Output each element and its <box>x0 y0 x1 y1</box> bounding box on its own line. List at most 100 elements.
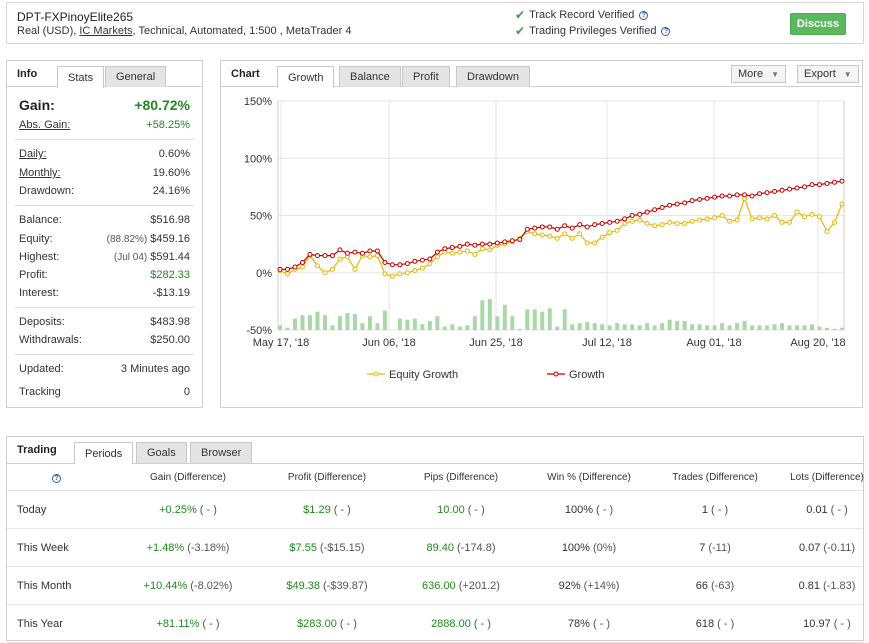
more-dropdown[interactable]: More ▼ <box>731 65 786 83</box>
tab-periods[interactable]: Periods <box>74 442 134 464</box>
equity-growth-line <box>279 196 843 277</box>
chevron-down-icon: ▼ <box>843 69 852 79</box>
growth-point <box>787 186 793 192</box>
volume-bar <box>667 319 672 330</box>
broker-link[interactable]: IC Markets <box>79 25 133 37</box>
discuss-button[interactable]: Discuss <box>790 13 846 35</box>
volume-bar <box>330 325 335 330</box>
growth-point <box>307 251 313 257</box>
equity-row: Equity: (88.82%) $459.16 <box>19 233 190 245</box>
equity-growth-point <box>397 271 403 277</box>
growth-point <box>322 253 328 259</box>
cell-lots: 0.07 (-0.11) <box>798 542 855 554</box>
volume-bar <box>585 321 590 330</box>
volume-bar <box>592 323 597 330</box>
cell-lots: 0.01( - ) <box>806 504 848 516</box>
equity-growth-point <box>704 216 710 222</box>
growth-point <box>299 259 305 265</box>
table-row: This Month +10.44% (-8.02%) $49.38 (-$39.87)… <box>7 567 863 605</box>
volume-bar <box>600 324 605 330</box>
growth-point <box>704 195 710 201</box>
growth-point <box>562 223 568 229</box>
cell-win: 92% (+14%) <box>558 580 620 592</box>
growth-point <box>374 248 380 254</box>
volume-bar <box>360 323 365 330</box>
period-label: This Week <box>17 542 69 554</box>
growth-point <box>794 185 800 191</box>
equity-growth-point <box>614 227 620 233</box>
equity-growth-point <box>644 221 650 227</box>
growth-point <box>712 194 718 200</box>
growth-point <box>314 253 320 259</box>
tab-growth[interactable]: Growth <box>277 66 335 88</box>
cell-win: 100% (0%) <box>561 542 617 554</box>
growth-point <box>592 222 598 228</box>
volume-bar <box>442 326 447 330</box>
growth-point <box>629 213 635 218</box>
equity-growth-point <box>419 265 425 271</box>
y-tick-label: 100% <box>244 153 272 165</box>
tab-general[interactable]: General <box>105 66 167 87</box>
cell-trades: 1( - ) <box>701 504 729 516</box>
tab-browser[interactable]: Browser <box>190 442 253 463</box>
volume-bar <box>765 325 770 330</box>
volume-bar <box>795 325 800 330</box>
volume-bar <box>727 325 732 330</box>
export-dropdown[interactable]: Export ▼ <box>797 65 859 83</box>
help-icon[interactable]: ? <box>661 26 671 36</box>
growth-point <box>832 179 838 185</box>
volume-bar <box>772 324 777 330</box>
volume-bar <box>637 325 642 330</box>
equity-growth-point <box>629 218 635 224</box>
x-tick-label: Aug 20, '18 <box>790 337 845 349</box>
volume-bar <box>682 320 687 330</box>
cell-win: 100%( - ) <box>564 504 614 516</box>
cell-pips: 2888.00( - ) <box>431 618 491 630</box>
volume-bar <box>345 312 350 330</box>
growth-point <box>742 192 748 198</box>
growth-point <box>502 239 508 245</box>
volume-bar <box>427 320 432 330</box>
withdrawals-row: Withdrawals: $250.00 <box>19 334 190 346</box>
growth-point <box>487 241 493 247</box>
cell-profit: $7.55 (-$15.15) <box>289 542 365 554</box>
volume-bar <box>705 325 710 330</box>
verified-label: Trading Privileges Verified <box>529 25 657 37</box>
tab-profit[interactable]: Profit <box>402 66 450 87</box>
equity-growth-point <box>809 211 815 217</box>
equity-growth-point <box>772 213 778 218</box>
equity-growth-point <box>404 270 410 276</box>
equity-growth-point <box>592 240 598 246</box>
volume-bar <box>352 313 357 330</box>
cell-pips: 89.40 (-174.8) <box>426 542 496 554</box>
equity-growth-point <box>562 231 568 237</box>
growth-point <box>509 238 515 244</box>
growth-point <box>434 249 440 255</box>
growth-point <box>599 221 605 227</box>
growth-point <box>734 192 740 198</box>
balance-row: Balance: $516.98 <box>19 214 190 226</box>
tab-goals[interactable]: Goals <box>136 442 187 463</box>
volume-bar <box>525 309 530 330</box>
account-header: DPT-FXPinoyElite265 Real (USD), IC Marke… <box>6 2 864 44</box>
volume-bar <box>787 325 792 330</box>
tab-stats[interactable]: Stats <box>57 66 105 88</box>
volume-bar <box>315 311 320 330</box>
equity-growth-point <box>674 221 680 227</box>
help-icon[interactable]: ? <box>639 10 649 20</box>
tab-balance[interactable]: Balance <box>339 66 401 87</box>
equity-growth-point <box>697 217 703 223</box>
equity-growth-point <box>337 256 343 262</box>
growth-point <box>337 247 343 253</box>
volume-bar <box>735 323 740 330</box>
volume-bar <box>465 325 470 330</box>
tab-drawdown[interactable]: Drawdown <box>456 66 530 87</box>
col-lots: Lots (Difference) <box>790 472 864 483</box>
volume-bar <box>502 304 507 330</box>
equity-growth-point <box>712 215 718 221</box>
equity-growth-point <box>832 219 838 225</box>
help-icon[interactable]: ? <box>52 474 61 483</box>
table-row: This Week +1.48% (-3.18%) $7.55 (-$15.15) 89.… <box>7 529 863 567</box>
equity-growth-point <box>539 232 545 238</box>
trading-heading: Trading <box>17 444 57 456</box>
